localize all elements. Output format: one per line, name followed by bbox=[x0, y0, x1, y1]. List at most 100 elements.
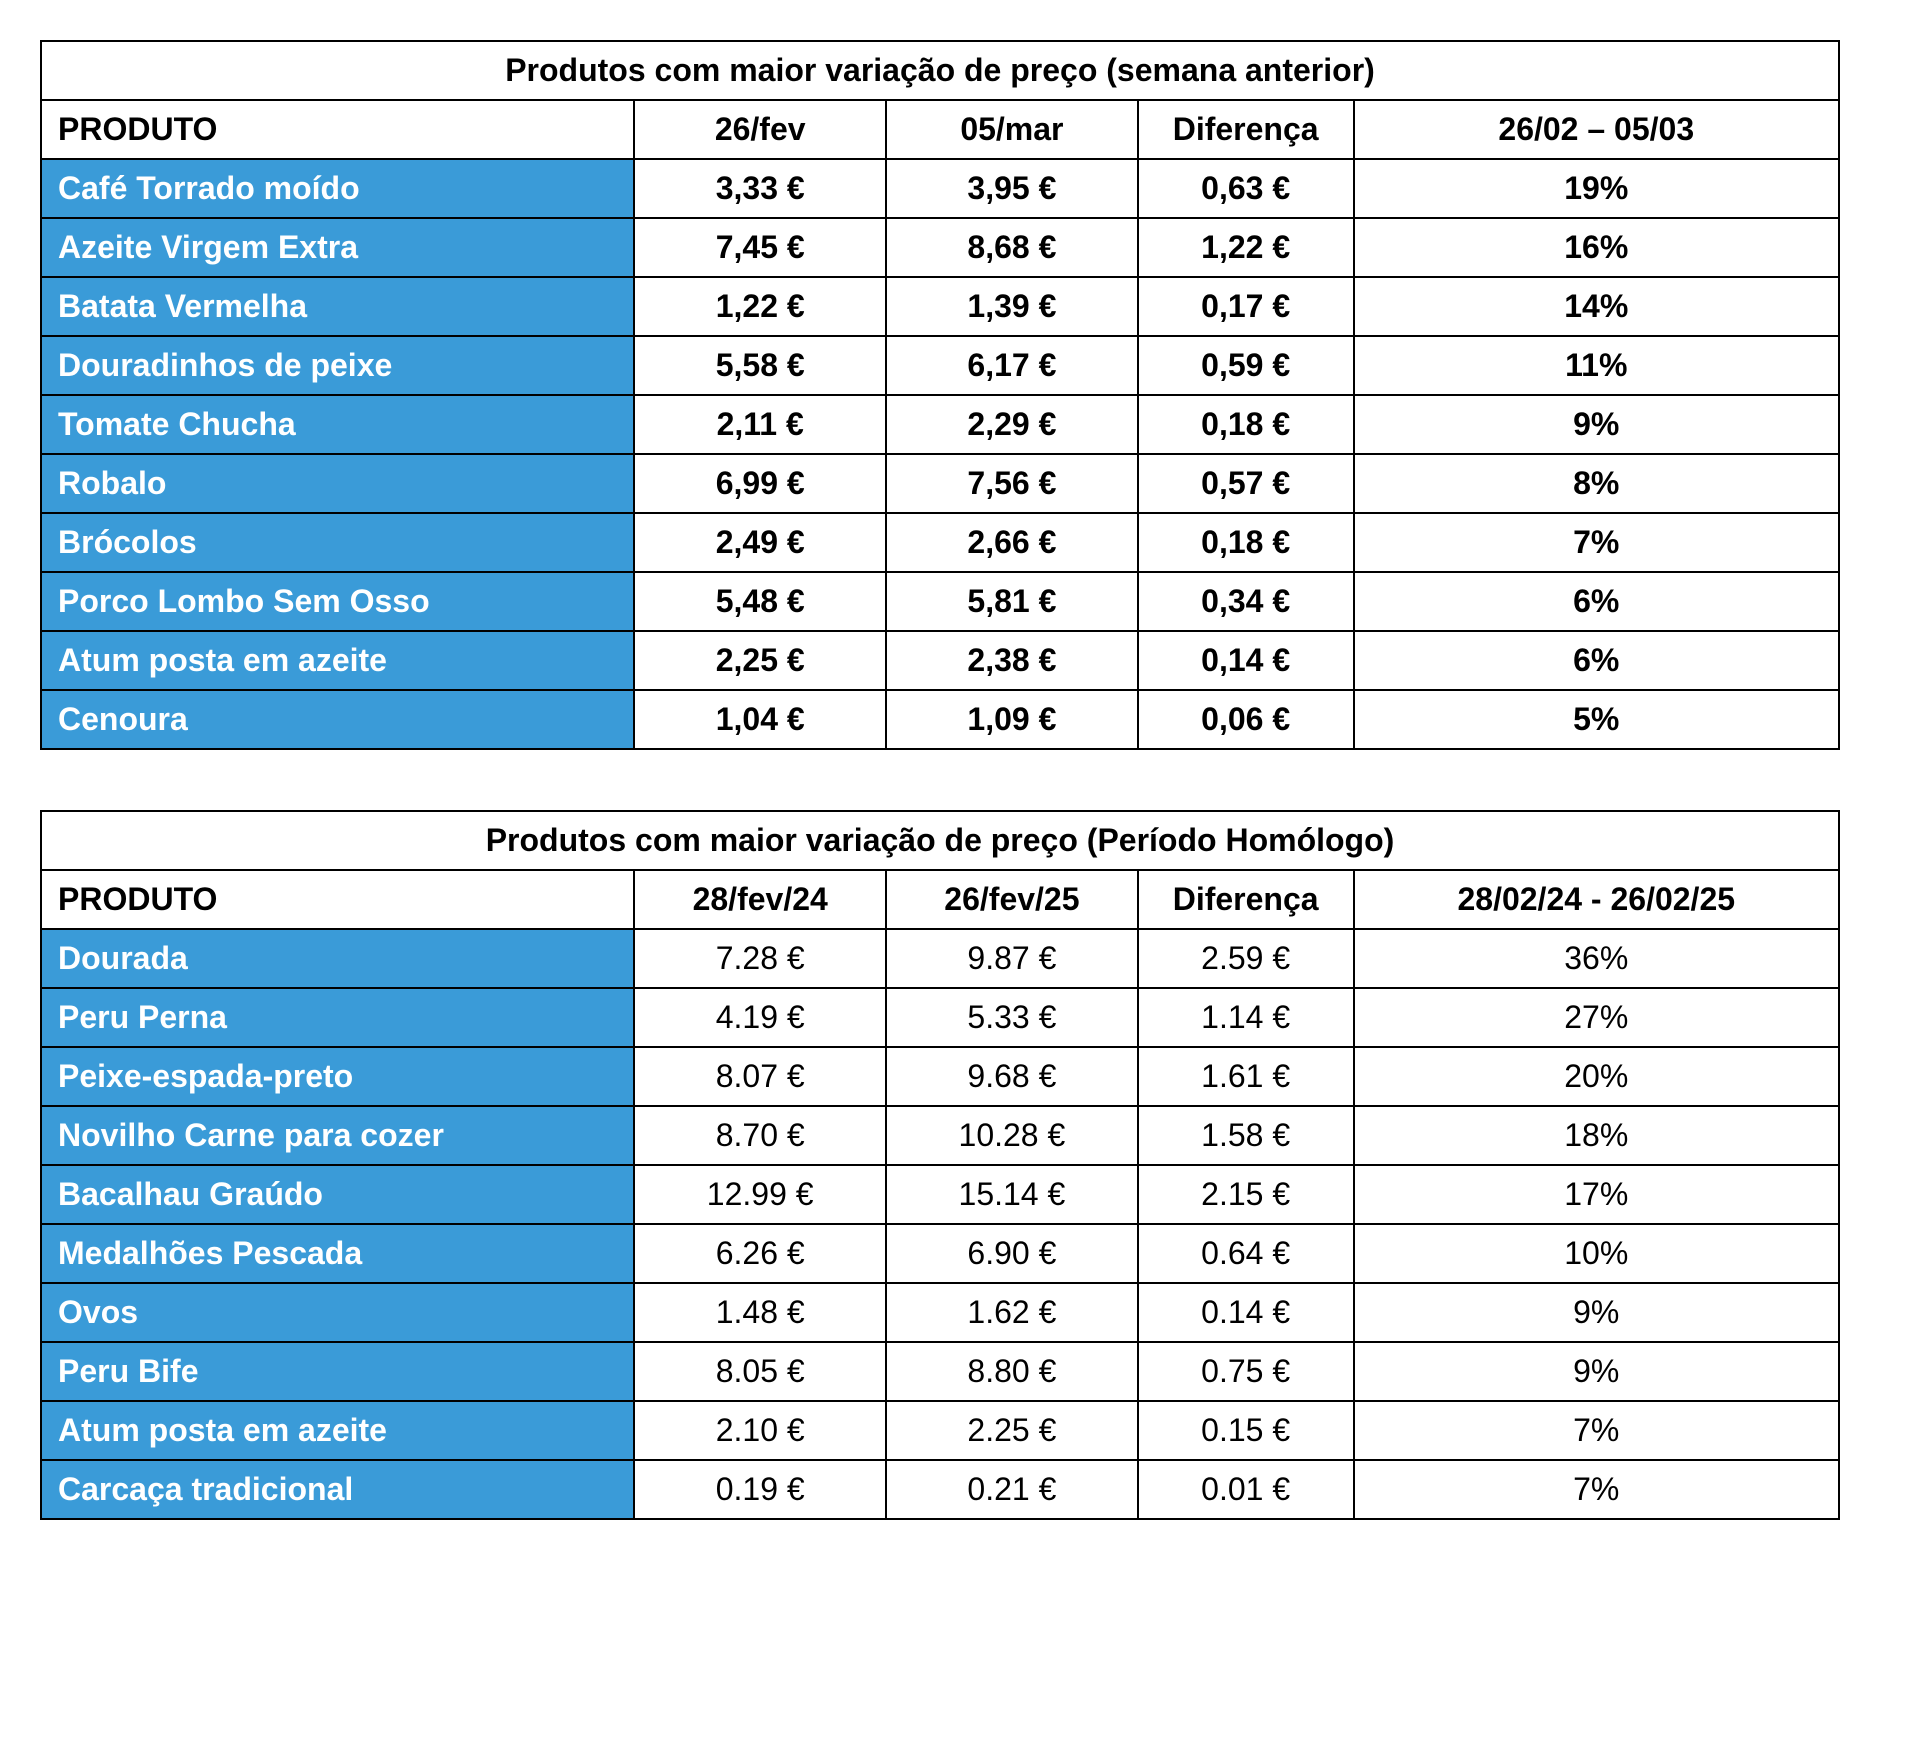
cell-pct: 9% bbox=[1354, 395, 1839, 454]
table-row: Porco Lombo Sem Osso5,48 €5,81 €0,34 €6% bbox=[41, 572, 1839, 631]
product-name: Peru Bife bbox=[41, 1342, 634, 1401]
cell-diff: 1.61 € bbox=[1138, 1047, 1354, 1106]
cell-v2: 8.80 € bbox=[886, 1342, 1138, 1401]
col-range: 26/02 – 05/03 bbox=[1354, 100, 1839, 159]
cell-pct: 8% bbox=[1354, 454, 1839, 513]
cell-v1: 7.28 € bbox=[634, 929, 886, 988]
cell-pct: 19% bbox=[1354, 159, 1839, 218]
cell-v2: 3,95 € bbox=[886, 159, 1138, 218]
cell-pct: 9% bbox=[1354, 1283, 1839, 1342]
col-date2: 05/mar bbox=[886, 100, 1138, 159]
cell-v2: 15.14 € bbox=[886, 1165, 1138, 1224]
cell-diff: 0,18 € bbox=[1138, 513, 1354, 572]
table-row: Tomate Chucha2,11 €2,29 €0,18 €9% bbox=[41, 395, 1839, 454]
cell-v2: 0.21 € bbox=[886, 1460, 1138, 1519]
cell-v2: 2.25 € bbox=[886, 1401, 1138, 1460]
cell-diff: 0.75 € bbox=[1138, 1342, 1354, 1401]
table-row: Peru Perna4.19 €5.33 €1.14 €27% bbox=[41, 988, 1839, 1047]
cell-v1: 8.70 € bbox=[634, 1106, 886, 1165]
cell-v1: 6,99 € bbox=[634, 454, 886, 513]
cell-v1: 3,33 € bbox=[634, 159, 886, 218]
cell-v1: 1,22 € bbox=[634, 277, 886, 336]
product-name: Café Torrado moído bbox=[41, 159, 634, 218]
cell-diff: 0,57 € bbox=[1138, 454, 1354, 513]
cell-pct: 7% bbox=[1354, 1460, 1839, 1519]
title-row: Produtos com maior variação de preço (Pe… bbox=[41, 811, 1839, 870]
cell-v2: 10.28 € bbox=[886, 1106, 1138, 1165]
cell-pct: 6% bbox=[1354, 631, 1839, 690]
product-name: Bacalhau Graúdo bbox=[41, 1165, 634, 1224]
cell-diff: 0,06 € bbox=[1138, 690, 1354, 749]
col-product: PRODUTO bbox=[41, 100, 634, 159]
table-row: Peru Bife8.05 €8.80 €0.75 €9% bbox=[41, 1342, 1839, 1401]
table-row: Ovos1.48 €1.62 €0.14 €9% bbox=[41, 1283, 1839, 1342]
table-row: Azeite Virgem Extra7,45 €8,68 €1,22 €16% bbox=[41, 218, 1839, 277]
cell-pct: 16% bbox=[1354, 218, 1839, 277]
table-row: Medalhões Pescada6.26 €6.90 €0.64 €10% bbox=[41, 1224, 1839, 1283]
col-date1: 26/fev bbox=[634, 100, 886, 159]
product-name: Novilho Carne para cozer bbox=[41, 1106, 634, 1165]
product-name: Azeite Virgem Extra bbox=[41, 218, 634, 277]
product-name: Douradinhos de peixe bbox=[41, 336, 634, 395]
cell-v2: 9.87 € bbox=[886, 929, 1138, 988]
cell-v1: 1.48 € bbox=[634, 1283, 886, 1342]
cell-diff: 0.64 € bbox=[1138, 1224, 1354, 1283]
cell-diff: 0,17 € bbox=[1138, 277, 1354, 336]
price-variation-table-yearly: Produtos com maior variação de preço (Pe… bbox=[40, 810, 1880, 1520]
cell-v1: 1,04 € bbox=[634, 690, 886, 749]
table-row: Brócolos2,49 €2,66 €0,18 €7% bbox=[41, 513, 1839, 572]
cell-v1: 4.19 € bbox=[634, 988, 886, 1047]
cell-v1: 7,45 € bbox=[634, 218, 886, 277]
cell-pct: 18% bbox=[1354, 1106, 1839, 1165]
cell-v2: 1,39 € bbox=[886, 277, 1138, 336]
col-diff: Diferença bbox=[1138, 870, 1354, 929]
cell-v1: 2,49 € bbox=[634, 513, 886, 572]
cell-v2: 2,38 € bbox=[886, 631, 1138, 690]
cell-diff: 0,59 € bbox=[1138, 336, 1354, 395]
cell-v1: 0.19 € bbox=[634, 1460, 886, 1519]
table-row: Café Torrado moído3,33 €3,95 €0,63 €19% bbox=[41, 159, 1839, 218]
cell-v2: 7,56 € bbox=[886, 454, 1138, 513]
col-date1: 28/fev/24 bbox=[634, 870, 886, 929]
cell-pct: 7% bbox=[1354, 513, 1839, 572]
cell-v1: 12.99 € bbox=[634, 1165, 886, 1224]
product-name: Brócolos bbox=[41, 513, 634, 572]
cell-v2: 5.33 € bbox=[886, 988, 1138, 1047]
cell-diff: 0,63 € bbox=[1138, 159, 1354, 218]
col-diff: Diferença bbox=[1138, 100, 1354, 159]
cell-v1: 5,48 € bbox=[634, 572, 886, 631]
product-name: Batata Vermelha bbox=[41, 277, 634, 336]
cell-diff: 2.59 € bbox=[1138, 929, 1354, 988]
cell-pct: 27% bbox=[1354, 988, 1839, 1047]
cell-v2: 2,66 € bbox=[886, 513, 1138, 572]
product-name: Carcaça tradicional bbox=[41, 1460, 634, 1519]
cell-v1: 8.07 € bbox=[634, 1047, 886, 1106]
cell-diff: 2.15 € bbox=[1138, 1165, 1354, 1224]
header-row: PRODUTO 28/fev/24 26/fev/25 Diferença 28… bbox=[41, 870, 1839, 929]
cell-v2: 6.90 € bbox=[886, 1224, 1138, 1283]
table-yearly: Produtos com maior variação de preço (Pe… bbox=[40, 810, 1840, 1520]
cell-diff: 1,22 € bbox=[1138, 218, 1354, 277]
cell-diff: 0.15 € bbox=[1138, 1401, 1354, 1460]
cell-v2: 1.62 € bbox=[886, 1283, 1138, 1342]
table-row: Dourada7.28 €9.87 €2.59 €36% bbox=[41, 929, 1839, 988]
cell-v1: 8.05 € bbox=[634, 1342, 886, 1401]
product-name: Robalo bbox=[41, 454, 634, 513]
product-name: Dourada bbox=[41, 929, 634, 988]
table-row: Cenoura1,04 €1,09 €0,06 €5% bbox=[41, 690, 1839, 749]
product-name: Cenoura bbox=[41, 690, 634, 749]
table-row: Atum posta em azeite2.10 €2.25 €0.15 €7% bbox=[41, 1401, 1839, 1460]
col-product: PRODUTO bbox=[41, 870, 634, 929]
cell-diff: 0,14 € bbox=[1138, 631, 1354, 690]
cell-diff: 1.58 € bbox=[1138, 1106, 1354, 1165]
table-body: Dourada7.28 €9.87 €2.59 €36%Peru Perna4.… bbox=[41, 929, 1839, 1519]
cell-v2: 1,09 € bbox=[886, 690, 1138, 749]
table-title: Produtos com maior variação de preço (se… bbox=[41, 41, 1839, 100]
table-row: Bacalhau Graúdo12.99 €15.14 €2.15 €17% bbox=[41, 1165, 1839, 1224]
cell-pct: 5% bbox=[1354, 690, 1839, 749]
cell-v2: 8,68 € bbox=[886, 218, 1138, 277]
cell-diff: 0,34 € bbox=[1138, 572, 1354, 631]
cell-pct: 36% bbox=[1354, 929, 1839, 988]
cell-pct: 10% bbox=[1354, 1224, 1839, 1283]
cell-diff: 0.14 € bbox=[1138, 1283, 1354, 1342]
